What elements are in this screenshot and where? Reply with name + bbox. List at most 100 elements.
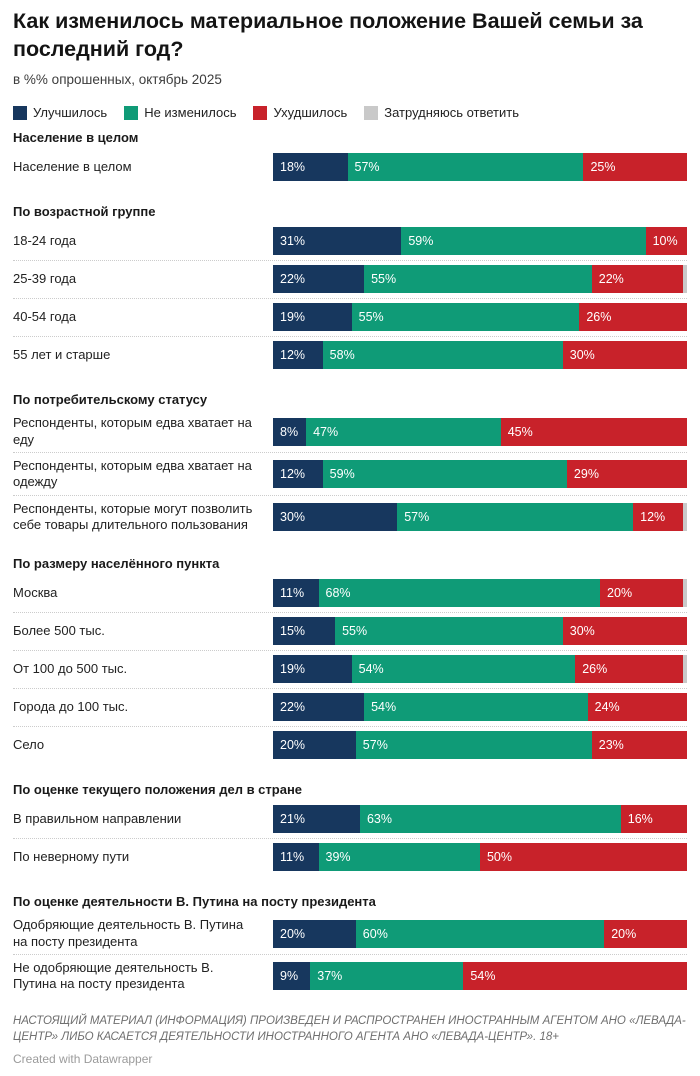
bar-value-label: 30% [280,510,306,525]
row-label: 25-39 года [13,271,77,287]
chart-body: Население в целом Население в целом 18% 57%… [13,130,687,997]
row-label: Респонденты, которым едва хватает на еду [13,415,252,447]
bar-track: 19% 54% 26% [273,655,687,684]
bar-value-label: 55% [358,310,384,325]
bar-segment-series-2: 12% [633,503,683,532]
group-header: По оценке деятельности В. Путина на пост… [13,893,376,909]
bar-segment-series-0: 18% [273,153,348,182]
group-header: По потребительскому статусу [13,391,208,407]
chart-row: Более 500 тыс. 15% 55% 30% [13,611,687,650]
legend-label: Улучшилось [33,105,108,121]
legend-label: Не изменилось [144,105,237,121]
bar-value-label: 58% [329,348,355,363]
bar-segment-series-0: 12% [273,460,323,489]
legend-swatch-icon [124,105,139,120]
bar-value-label: 60% [362,926,388,941]
bar-value-label: 68% [325,586,351,601]
bar-segment-series-2: 30% [562,617,687,646]
bar-track: 31% 59% 10% [273,227,687,256]
bar-segment-series-1: 59% [322,460,567,489]
bar-segment-series-1: 37% [310,962,464,991]
bar-segment-series-1: 55% [351,303,580,332]
row-label: 55 лет и старше [13,347,111,363]
bar-segment-series-2: 29% [566,460,687,489]
bar-segment-series-1: 59% [401,227,646,256]
bar-track: 15% 55% 30% [273,617,687,646]
legend-label: Затрудняюсь ответить [384,105,519,121]
bar-segment-series-2: 25% [583,153,687,182]
bar-segment-series-2: 50% [479,843,687,872]
chart-row: От 100 до 500 тыс. 19% 54% 26% [13,649,687,688]
bar-value-label: 24% [594,700,620,715]
bar-track: 22% 54% 24% [273,693,687,722]
chart-row: 25-39 года 22% 55% 22% [13,259,687,298]
chart-row: Москва 11% 68% 20% [13,575,687,612]
bar-value-label: 59% [408,234,434,249]
bar-track: 8% 47% 45% [273,417,687,446]
bar-value-label: 31% [280,234,306,249]
bar-segment-series-0: 11% [273,579,319,608]
bar-value-label: 12% [280,348,306,363]
datawrapper-credit-link[interactable]: Created with Datawrapper [13,1052,153,1067]
bar-value-label: 20% [607,586,633,601]
group-section-5: По оценке деятельности В. Путина на пост… [13,894,687,997]
bar-track: 20% 60% 20% [273,919,687,948]
group-section-0: Население в целом Население в целом 18% 57%… [13,130,687,186]
bar-segment-series-2: 16% [620,805,687,834]
legend-label: Ухудшилось [273,105,348,121]
group-section-2: По потребительскому статусу Респонденты, … [13,392,687,538]
bar-value-label: 22% [598,272,624,287]
chart-title: Как изменилось материальное положение Ва… [13,9,643,61]
bar-value-label: 29% [573,467,599,482]
legend: Улучшилось Не изменилось Ухудшилось Затрудн… [13,105,687,120]
bar-value-label: 37% [317,969,343,984]
bar-value-label: 47% [313,424,339,439]
bar-track: 30% 57% 12% [273,503,687,532]
bar-segment-series-1: 55% [335,617,563,646]
legend-item-3: Затрудняюсь ответить [364,105,519,120]
row-label: От 100 до 500 тыс. [13,661,128,677]
bar-value-label: 10% [652,234,678,249]
foreign-agent-disclaimer: НАСТОЯЩИЙ МАТЕРИАЛ (ИНФОРМАЦИЯ) ПРОИЗВЕД… [13,1015,686,1044]
bar-segment-series-0: 9% [273,962,311,991]
bar-value-label: 57% [362,738,388,753]
bar-segment-series-0: 21% [273,805,360,834]
legend-item-1: Не изменилось [124,105,236,120]
chart-row: Респонденты, которым едва хватает на еду… [13,411,687,453]
bar-track: 9% 37% 54% [273,962,687,991]
row-label: Не одобряющие деятельность В. Путина на … [13,959,214,992]
bar-value-label: 55% [371,272,397,287]
bar-value-label: 63% [366,812,392,827]
chart-row: Города до 100 тыс. 22% 54% 24% [13,687,687,726]
chart-row: Респонденты, которым едва хватает на оде… [13,452,687,495]
bar-segment-series-0: 19% [273,655,352,684]
bar-segment-series-0: 22% [273,265,365,294]
bar-value-label: 39% [325,850,351,865]
bar-value-label: 11% [280,850,305,865]
bar-segment-series-1: 55% [364,265,592,294]
bar-segment-series-0: 19% [273,303,352,332]
bar-value-label: 54% [470,969,496,984]
bar-track: 12% 59% 29% [273,460,687,489]
row-label: Более 500 тыс. [13,623,105,639]
bar-value-label: 25% [590,160,616,175]
bar-value-label: 59% [329,467,355,482]
bar-segment-series-1: 57% [347,153,584,182]
row-label: Одобряющие деятельность В. Путина на пос… [13,917,244,949]
bar-segment-series-2: 26% [579,303,687,332]
bar-value-label: 23% [598,738,624,753]
legend-swatch-icon [364,105,379,120]
bar-segment-series-2: 10% [645,227,687,256]
bar-value-label: 22% [280,700,306,715]
bar-value-label: 54% [371,700,397,715]
bar-track: 19% 55% 26% [273,303,687,332]
bar-segment-series-1: 47% [306,417,501,446]
chart-row: Респонденты, которые могут позволить себ… [13,495,687,538]
bar-segment-series-0: 22% [273,693,365,722]
bar-track: 12% 58% 30% [273,341,687,370]
bar-segment-series-2: 22% [591,265,683,294]
bar-value-label: 30% [569,624,595,639]
bar-track: 21% 63% 16% [273,805,687,834]
bar-value-label: 19% [280,662,306,677]
